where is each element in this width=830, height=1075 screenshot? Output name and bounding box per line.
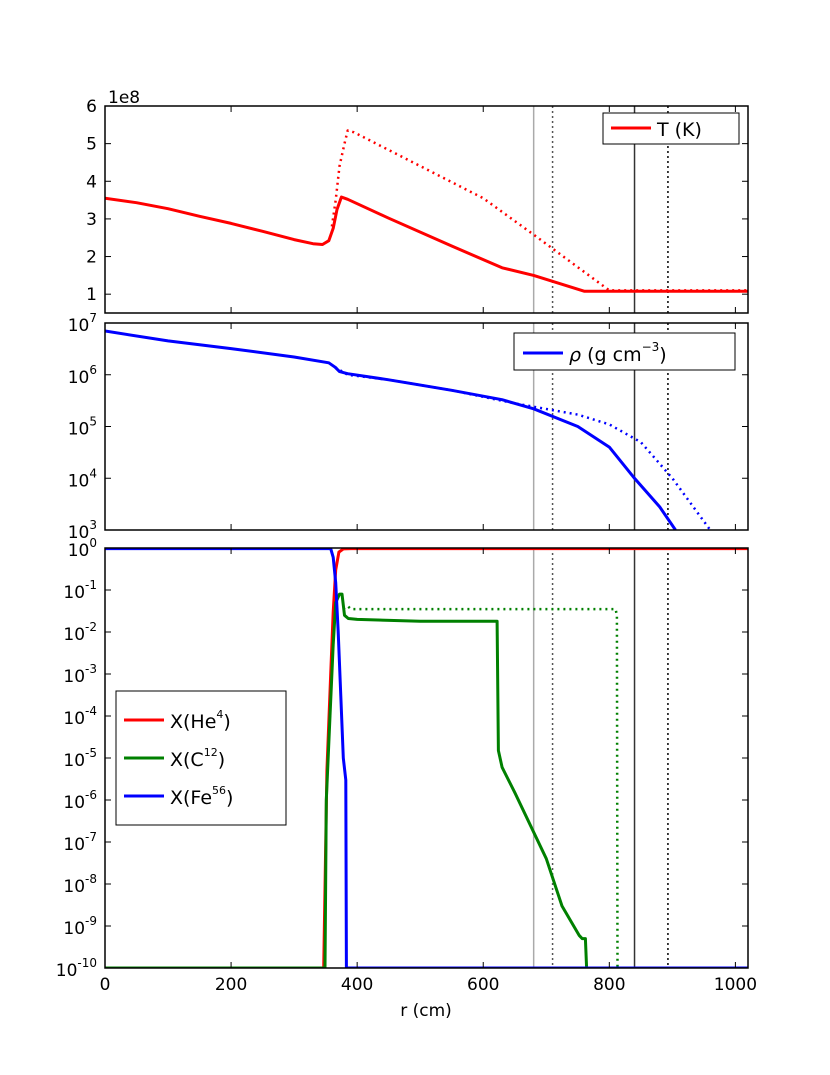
x-tick-label: 400 [341, 975, 373, 995]
axes-frame [104, 105, 749, 314]
y-tick-label: 10-5 [63, 746, 97, 771]
legend-box [115, 690, 287, 826]
series-line [334, 366, 712, 530]
y-tick-label: 10-4 [63, 704, 97, 729]
series-line [105, 329, 677, 530]
y-tick-label: 1 [86, 285, 97, 305]
legend: X(He4) X(C12) X(Fe56) [115, 690, 287, 826]
series-line [105, 195, 748, 293]
series-line [342, 605, 619, 968]
y-tick-label: 10-9 [63, 914, 97, 939]
x-tick-label: 1000 [714, 975, 757, 995]
y-tick-label: 10-7 [63, 830, 97, 855]
y-tick-label: 10-3 [63, 662, 97, 687]
y-tick-label: 5 [86, 135, 97, 155]
y-tick-label: 100 [68, 536, 97, 561]
y-tick-label: 3 [86, 210, 97, 230]
x-tick-label: 800 [593, 975, 625, 995]
temperature-panel: 1 2 3 4 5 6 T (K) [86, 97, 749, 314]
density-panel: 107 106 105 104 103 ρ (g cm−3) [68, 311, 749, 543]
x-tick-label: 600 [467, 975, 499, 995]
y-tick-label: 105 [68, 415, 97, 440]
y-tick-label: 107 [68, 311, 97, 336]
x-axis-label: r (cm) [400, 1001, 452, 1021]
legend-label: X(He4) [170, 708, 231, 733]
y-tick-label: 10-8 [63, 872, 97, 897]
y-tick-label: 106 [68, 363, 97, 388]
series-line [105, 548, 748, 968]
legend-label: T (K) [656, 119, 702, 141]
y-tick-label: 10-1 [63, 578, 97, 603]
y-tick-label: 103 [68, 518, 97, 543]
legend-label: X(Fe56) [170, 784, 233, 809]
series-line [105, 592, 589, 968]
legend-box [602, 112, 740, 145]
series-line [330, 129, 748, 292]
x-tick-label: 0 [100, 975, 111, 995]
y-tick-label: 104 [68, 466, 97, 491]
y-tick-label: 10-2 [63, 620, 97, 645]
temperature-offset-text: 1e8 [108, 88, 140, 108]
legend: T (K) [602, 112, 740, 145]
y-tick-label: 4 [86, 172, 97, 192]
legend-label: X(C12) [170, 746, 225, 771]
legend-label: ρ (g cm−3) [569, 340, 667, 366]
legend: ρ (g cm−3) [513, 332, 736, 371]
y-tick-label: 10-10 [56, 956, 97, 981]
x-tick-label: 200 [215, 975, 247, 995]
y-tick-label: 2 [86, 248, 97, 268]
y-tick-label: 6 [86, 97, 97, 117]
y-tick-label: 10-6 [63, 788, 97, 813]
abundance-panel: 100 10-1 10-2 10-3 10-4 10-5 10-6 10-7 10-8 10-9 1… [56, 536, 757, 995]
